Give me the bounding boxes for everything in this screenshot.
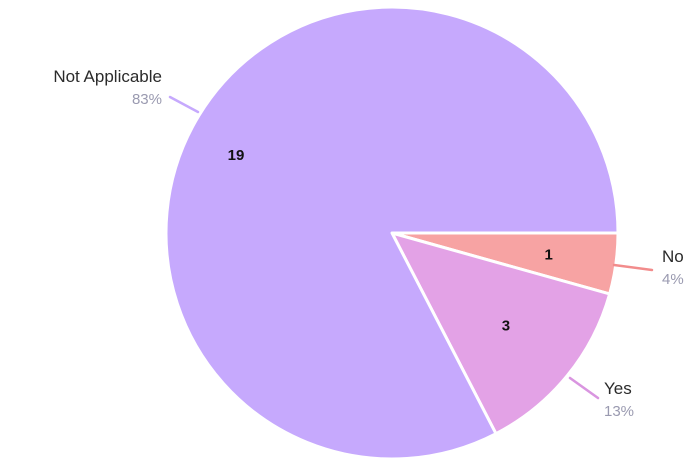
slice-labels: 1 No 4% 3 Yes 13% 19 Not Applicable 83%	[53, 67, 683, 420]
slice-not-applicable	[164, 5, 620, 458]
slice-label-no: No	[662, 247, 684, 266]
slice-percent-no: 4%	[662, 271, 684, 288]
pie-slices	[164, 5, 620, 458]
slice-label-not-applicable: Not Applicable	[53, 67, 162, 86]
slice-label-yes: Yes	[604, 379, 632, 398]
slice-yes	[390, 231, 612, 436]
leader-line-no	[612, 263, 654, 272]
slice-count-no: 1	[545, 247, 553, 264]
leader-lines	[168, 95, 654, 400]
slice-percent-yes: 13%	[604, 403, 634, 420]
leader-line-not-applicable	[168, 95, 200, 114]
slice-percent-not-applicable: 83%	[132, 91, 162, 108]
slice-count-not-applicable: 19	[228, 147, 245, 164]
slice-count-yes: 3	[502, 318, 510, 335]
leader-line-yes	[568, 376, 600, 400]
